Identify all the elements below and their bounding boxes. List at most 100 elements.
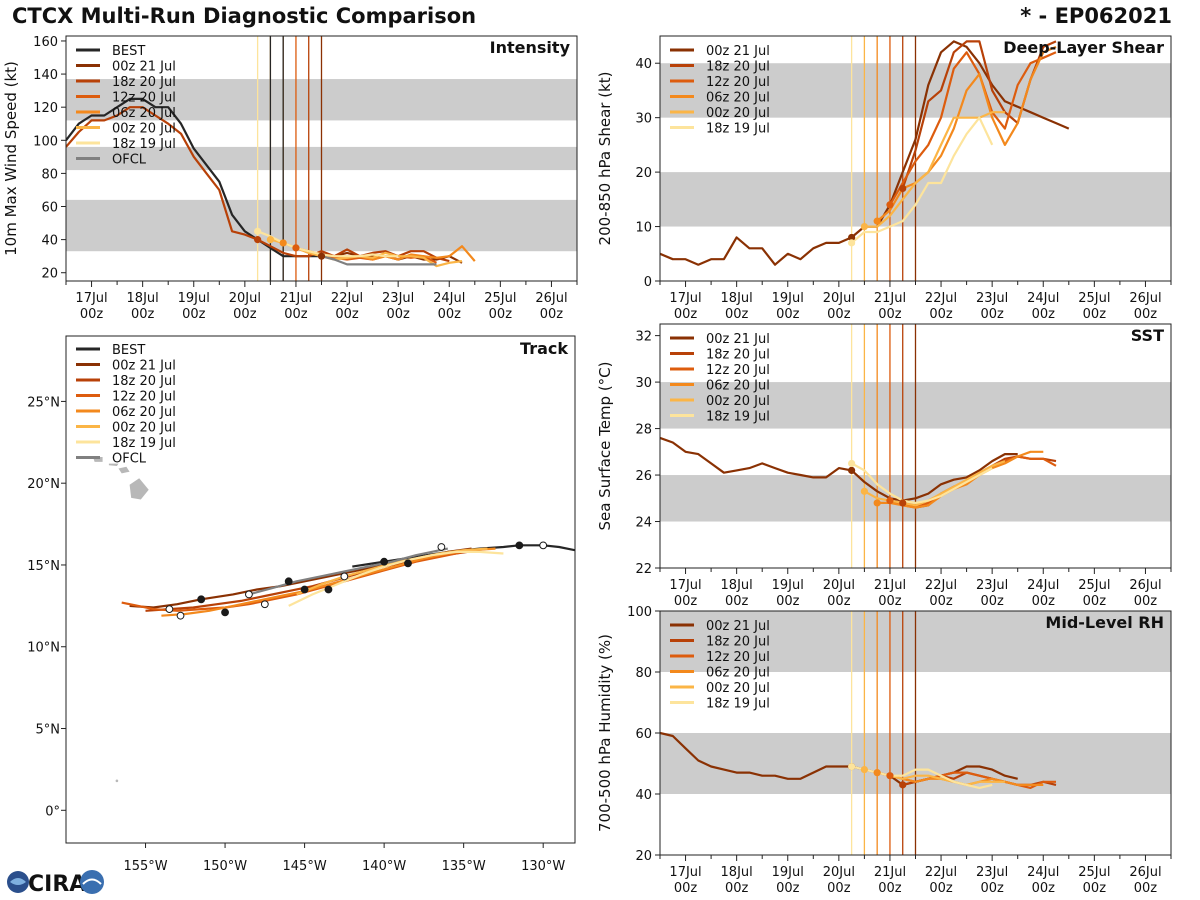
shear-panel-title: Deep-Layer Shear <box>1003 38 1164 57</box>
rh-xtick-hour-1: 00z <box>725 881 749 896</box>
shear-series-00z-20-jul <box>864 111 1005 228</box>
shear-ytick-label-0: 0 <box>644 275 652 290</box>
track-legend-label-06z-20-jul: 06z 20 Jul <box>112 405 176 420</box>
intensity-ytick-label-40: 40 <box>41 234 58 249</box>
intensity-xtick-hour-3: 00z <box>233 307 257 322</box>
intensity-init-marker-18z-20-jul <box>254 236 262 244</box>
rh-legend-label-06z-20-jul: 06z 20 Jul <box>706 666 770 681</box>
shear-series-06z-20-jul <box>876 45 1057 222</box>
shear-xtick-day-6: 23Jul <box>976 291 1008 306</box>
intensity-xtick-day-2: 19Jul <box>178 291 210 306</box>
cira-logo-seal-mark <box>82 878 102 885</box>
land-hawaii-big-island <box>129 478 149 500</box>
rh-ytick-label-80: 80 <box>635 666 652 681</box>
rh-legend-label-18z-20-jul: 18z 20 Jul <box>706 635 770 650</box>
sst-xtick-day-9: 26Jul <box>1129 578 1161 593</box>
track-fix-point-8 <box>284 577 293 586</box>
track-legend-label-18z-19-jul: 18z 19 Jul <box>112 436 176 451</box>
track-xtick-label-1: 150°W <box>203 859 247 874</box>
intensity-ytick-label-160: 160 <box>33 35 58 50</box>
shear-xtick-day-7: 24Jul <box>1027 291 1059 306</box>
sst-xtick-day-8: 25Jul <box>1078 578 1110 593</box>
sst-xtick-day-6: 23Jul <box>976 578 1008 593</box>
shear-xtick-hour-5: 00z <box>929 307 953 322</box>
sst-init-marker-12z-20-jul <box>886 497 894 505</box>
sst-init-marker-00z-21-jul <box>848 466 856 474</box>
cira-logo-swirl <box>10 878 26 885</box>
rh-xtick-hour-4: 00z <box>878 881 902 896</box>
rh-ytick-label-100: 100 <box>627 605 652 620</box>
intensity-xtick-day-9: 26Jul <box>535 291 567 306</box>
sst-xtick-hour-3: 00z <box>827 594 851 609</box>
intensity-ytick-label-60: 60 <box>41 201 58 216</box>
rh-xtick-day-4: 21Jul <box>874 865 906 880</box>
shear-xtick-hour-2: 00z <box>776 307 800 322</box>
rh-panel: 20 40 60 80 100 700-500 hPa Humidity (%) 17Jul… <box>596 605 1172 896</box>
track-fix-point-10 <box>245 590 253 599</box>
intensity-xtick-day-3: 20Jul <box>229 291 261 306</box>
rh-legend-label-00z-21-jul: 00z 21 Jul <box>706 619 770 634</box>
intensity-init-marker-00z-21-jul <box>317 252 326 260</box>
sst-xtick-hour-9: 00z <box>1134 594 1158 609</box>
sst-legend-label-00z-20-jul: 00z 20 Jul <box>706 394 770 409</box>
intensity-panel: 20 40 60 80 100 120 140 160 10m Max Wind Speed (… <box>2 35 578 322</box>
track-fix-point-7 <box>300 585 309 594</box>
intensity-xtick-hour-0: 00z <box>80 307 104 322</box>
track-fix-point-13 <box>176 611 185 620</box>
rh-xtick-day-6: 23Jul <box>976 865 1008 880</box>
sst-xtick-hour-0: 00z <box>674 594 698 609</box>
track-fix-point-4 <box>380 557 389 566</box>
intensity-xtick-day-7: 24Jul <box>433 291 465 306</box>
shear-init-marker-12z-20-jul <box>886 201 894 209</box>
shear-ylabel: 200-850 hPa Shear (kt) <box>596 72 614 246</box>
sst-ylabel: Sea Surface Temp (°C) <box>596 361 614 530</box>
intensity-xtick-hour-7: 00z <box>438 307 462 322</box>
intensity-xtick-hour-4: 00z <box>284 307 308 322</box>
shear-init-marker-00z-21-jul <box>848 233 856 242</box>
track-ytick-label-2: 10°N <box>27 641 60 656</box>
rh-xtick-day-8: 25Jul <box>1078 865 1110 880</box>
intensity-xtick-hour-1: 00z <box>131 307 155 322</box>
shear-xtick-hour-4: 00z <box>878 307 902 322</box>
sst-panel-title: SST <box>1131 326 1164 345</box>
intensity-series-ofcl <box>321 255 437 266</box>
intensity-ytick-label-100: 100 <box>33 134 58 149</box>
track-xtick-label-4: 135°W <box>442 859 486 874</box>
intensity-ytick-label-20: 20 <box>41 267 58 282</box>
rh-legend-label-18z-19-jul: 18z 19 Jul <box>706 697 770 712</box>
track-fix-point-5 <box>340 572 349 581</box>
track-legend-label-00z-20-jul: 00z 20 Jul <box>112 421 176 436</box>
shear-init-marker-06z-20-jul <box>873 217 881 225</box>
rh-legend-label-12z-20-jul: 12z 20 Jul <box>706 650 770 665</box>
shear-legend-label-06z-20-jul: 06z 20 Jul <box>706 91 770 106</box>
shear-ytick-label-20: 20 <box>635 166 652 181</box>
rh-init-marker-06z-20-jul <box>873 769 881 777</box>
track-panel-title: Track <box>520 339 568 358</box>
shear-series-18z-19-jul <box>850 116 994 244</box>
track-fix-point-12 <box>197 595 206 604</box>
sst-init-marker-18z-19-jul <box>848 459 856 468</box>
shear-xtick-hour-6: 00z <box>980 307 1004 322</box>
track-xtick-label-2: 145°W <box>283 859 327 874</box>
track-panel: 155°W 150°W 145°W 140°W 135°W 130°W 0° 5°N 10°N 1… <box>27 335 576 874</box>
sst-xtick-hour-1: 00z <box>725 594 749 609</box>
shear-xtick-day-5: 22Jul <box>925 291 957 306</box>
shear-legend-label-18z-19-jul: 18z 19 Jul <box>706 122 770 137</box>
shear-ytick-label-10: 10 <box>635 221 652 236</box>
sst-legend-label-18z-20-jul: 18z 20 Jul <box>706 348 770 363</box>
track-ytick-label-5: 25°N <box>27 395 60 410</box>
sst-legend-label-06z-20-jul: 06z 20 Jul <box>706 379 770 394</box>
sst-xtick-hour-2: 00z <box>776 594 800 609</box>
shear-xtick-day-4: 21Jul <box>874 291 906 306</box>
track-xtick-label-3: 140°W <box>362 859 406 874</box>
intensity-xtick-day-8: 25Jul <box>484 291 516 306</box>
shear-legend-label-00z-21-jul: 00z 21 Jul <box>706 44 770 59</box>
sst-xtick-hour-6: 00z <box>980 594 1004 609</box>
sst-ytick-label-22: 22 <box>635 562 652 577</box>
cira-logo: CIRA <box>7 870 104 897</box>
track-series-ofcl <box>248 547 449 596</box>
rh-series-00z-21-jul <box>660 731 1018 787</box>
track-map-group <box>93 457 575 783</box>
